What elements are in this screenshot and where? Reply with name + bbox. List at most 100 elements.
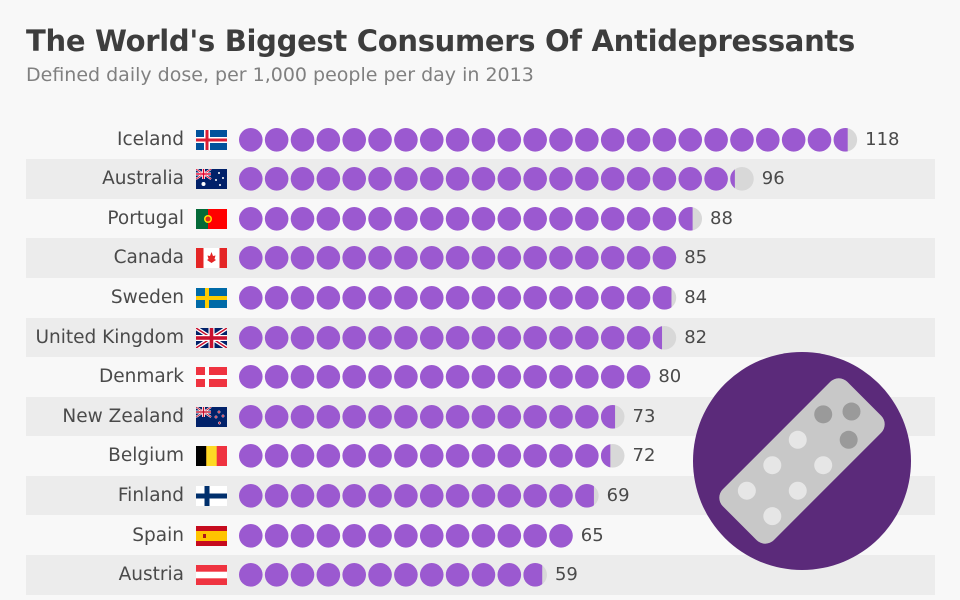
dot-mark [264,206,289,231]
dot-mark [342,285,366,310]
dot-mark [523,325,547,350]
dot-mark [523,444,547,468]
dot-mark [342,325,366,350]
dot-mark [394,206,418,231]
dot-series [239,523,573,548]
category-label: Spain [132,524,184,546]
dot-mark [419,127,444,152]
value-label: 73 [632,405,656,427]
dot-mark [626,167,651,191]
dot-mark [264,285,289,310]
dot-mark [807,127,832,152]
chart-row: Belgium 72 [26,436,935,476]
dot-mark [471,444,496,468]
category-label: Denmark [98,366,184,388]
chart-row: Denmark 80 [26,357,935,397]
dot-mark [497,404,522,429]
dot-mark [394,365,418,389]
dot-mark [523,127,547,152]
dot-mark [549,167,573,191]
dot-mark [368,325,392,350]
value-label: 84 [684,286,708,308]
dot-mark [497,167,522,191]
dot-mark [264,483,289,508]
dot-mark [756,127,780,152]
dot-mark-partial [600,444,611,468]
dot-mark [445,365,470,389]
dot-mark [471,365,496,389]
dot-mark [419,246,444,270]
iceland-flag-icon [196,129,227,150]
dot-mark [471,563,496,587]
dot-mark [316,444,341,468]
uk-flag-icon [196,327,227,348]
value-label: 72 [632,445,656,467]
dot-mark-partial [652,285,672,310]
dot-mark [264,246,289,270]
dot-mark [368,167,392,191]
dot-series [239,246,677,270]
category-label: United Kingdom [35,326,185,348]
dot-mark [239,444,263,468]
dot-mark [394,127,418,152]
dot-mark [264,167,289,191]
dot-mark [575,325,599,350]
dot-mark [316,167,341,191]
dot-mark [316,127,341,152]
dot-mark-partial [575,483,594,508]
finland-flag-icon [196,485,227,506]
dot-mark [342,167,366,191]
dot-mark [626,206,651,231]
dot-mark [239,127,263,152]
dot-mark [394,404,418,429]
dot-mark [549,246,573,270]
dot-mark [368,246,392,270]
chart-row: Sweden 84 [26,278,935,318]
dot-mark [497,127,522,152]
dot-series [239,444,625,468]
dot-mark [239,206,263,231]
dot-mark [445,206,470,231]
dot-mark [575,285,599,310]
dot-mark [575,127,599,152]
dot-mark [239,167,263,191]
belgium-flag-icon [196,446,227,467]
dot-mark [290,523,315,548]
dot-mark [471,483,496,508]
dot-mark [523,523,547,548]
dot-mark [290,444,315,468]
dot-mark [652,246,677,270]
dot-mark [419,483,444,508]
dot-mark [290,483,315,508]
dot-mark [239,365,263,389]
dot-mark [471,523,496,548]
dot-mark [316,365,341,389]
dot-mark-partial [730,169,735,189]
dot-mark [368,483,392,508]
dot-mark [290,404,315,429]
dot-mark [445,523,470,548]
dot-mark [290,285,315,310]
chart-row: Portugal 88 [26,199,935,239]
dot-mark [652,127,677,152]
value-label: 82 [684,326,708,348]
dot-mark [419,206,444,231]
dot-mark [316,285,341,310]
dot-mark [419,325,444,350]
dot-mark [368,523,392,548]
dot-mark [264,444,289,468]
dot-mark [419,444,444,468]
dot-mark [290,167,315,191]
dot-mark [394,325,418,350]
value-label: 80 [658,366,682,388]
dot-mark [626,246,651,270]
dot-mark [445,167,470,191]
dot-mark [445,483,470,508]
austria-flag-icon [196,565,227,586]
dot-mark [626,365,651,389]
dot-mark [549,483,573,508]
chart-row: Iceland 118 [26,120,935,160]
dot-mark [316,523,341,548]
dot-mark-partial [652,325,663,349]
denmark-flag-icon [196,367,227,388]
